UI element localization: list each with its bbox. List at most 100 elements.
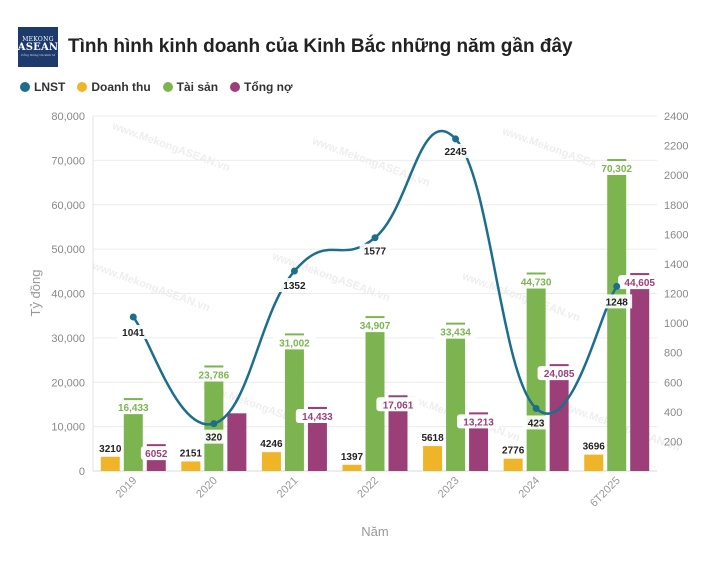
lnst-point [613,282,621,290]
lnst-data-label: 1248 [606,297,629,308]
legend-label-lnst: LNST [34,80,66,94]
x-tick-label: 6T2025 [588,475,623,510]
y2-tick-label: 800 [664,348,682,360]
y-tick-label: 0 [79,466,85,478]
watermark-text: www.MekongASEAN.vn [110,120,232,174]
lnst-label-badge [201,429,227,444]
bar-data-label: 44,730 [521,278,552,289]
bar [227,413,247,471]
bar-label-badge [140,446,172,461]
y-tick-label: 80,000 [51,111,85,123]
bar [342,464,362,471]
bar-label-badge [376,397,420,412]
logo-tagline: Cổng thông tin kinh tế [20,53,56,57]
bar-data-label: 13,213 [463,417,494,428]
x-tick-label: 2021 [275,475,301,501]
bar-data-label: 1397 [341,452,364,463]
y-tick-label: 50,000 [51,244,85,256]
bar-label-badge [192,367,236,382]
y2-tick-label: 1200 [664,289,688,301]
lnst-point [532,404,540,412]
bar-data-label: 6052 [145,449,168,460]
bar-data-label: 2151 [180,448,203,459]
bar-data-label: 44,605 [624,278,655,289]
y-tick-label: 40,000 [51,289,85,301]
lnst-label-badge [359,243,391,258]
y2-tick-label: 200 [664,436,682,448]
lnst-point [371,234,379,242]
legend-item-lnst[interactable]: LNST [20,80,65,94]
logo-text-mekong: MEKONG [22,36,54,43]
lnst-data-label: 1577 [364,247,387,258]
mekongasean-logo: MEKONG ASEAN Cổng thông tin kinh tế [18,27,58,67]
bar-label-badge [295,408,340,423]
bar [503,458,523,471]
bar [365,316,385,471]
lnst-data-label: 1352 [283,281,306,292]
bar [204,365,224,471]
x-axis-title: Năm [361,524,388,539]
y2-tick-label: 1600 [664,229,688,241]
bar-data-label: 23,786 [199,370,230,381]
lnst-data-label: 1041 [122,328,145,339]
y2-tick-label: 2400 [664,111,688,123]
legend-label-doanh-thu: Doanh thu [91,80,151,94]
lnst-point [290,267,298,275]
y-tick-label: 70,000 [51,155,85,167]
y-tick-label: 30,000 [51,333,85,345]
lnst-data-label: 2245 [444,147,467,158]
bar [446,322,466,471]
legend-swatch-tai-san [162,82,173,92]
bar [630,273,650,471]
lnst-point [129,313,137,321]
watermark-text: www.MekongASEAN.vn [90,260,212,314]
legend-item-doanh-thu[interactable]: Doanh thu [77,80,151,94]
bar-label-badge [537,366,581,381]
bar-data-label: 34,907 [360,321,391,332]
y-tick-label: 20,000 [51,377,85,389]
bar [100,456,120,471]
x-tick-label: 2023 [436,475,462,501]
bar-data-label: 4246 [260,439,283,450]
legend-item-tai-san[interactable]: Tài sản [162,80,218,94]
legend-swatch-tong-no [230,82,241,92]
bar-data-label: 33,434 [440,328,471,339]
y-tick-label: 60,000 [51,200,85,212]
y2-tick-label: 1400 [664,259,688,271]
bar-data-label: 3696 [583,442,606,453]
watermark-text: www.MekongASEAN.vn [310,135,432,189]
legend-label-tong-no: Tổng nợ [244,80,293,94]
x-tick-label: 2020 [194,475,220,501]
bar-label-badge [111,400,155,415]
lnst-label-badge [279,278,310,293]
bar [307,406,327,471]
bar-label-badge [456,414,501,429]
lnst-label-badge [440,143,471,158]
bar-data-label: 31,002 [279,338,310,349]
x-tick-label: 2024 [516,475,542,501]
bar-label-badge [514,274,558,289]
y-axis-right: 200 400 600 800 1000 1200 1400 1600 1800 2000 2200… [664,111,688,448]
lnst-label-badge [601,294,633,309]
bar [584,454,604,471]
bar-label-badge [433,324,478,339]
y2-tick-label: 2000 [664,170,688,182]
logo-text-asean: ASEAN [17,42,59,53]
bar [261,452,281,471]
y2-tick-label: 2200 [664,141,688,153]
bar-data-label: 5618 [421,433,444,444]
chart-header: MEKONG ASEAN Cổng thông tin kinh tế Tình… [18,26,573,68]
legend-swatch-doanh-thu [77,82,88,92]
bar-data-label: 3210 [99,444,122,455]
bar-label-badge [272,335,317,350]
chart-legend: LNST Doanh thu Tài sản Tổng nợ [20,80,305,94]
legend-swatch-lnst [20,82,30,92]
y-axis-title: Tỷ đồng [28,270,43,317]
lnst-data-label: 423 [528,418,545,429]
lnst-label-badge [523,415,549,430]
bar [388,395,408,471]
lnst-label-badge [117,325,149,340]
bar-data-label: 24,085 [544,369,575,380]
legend-item-tong-no[interactable]: Tổng nợ [230,80,293,94]
